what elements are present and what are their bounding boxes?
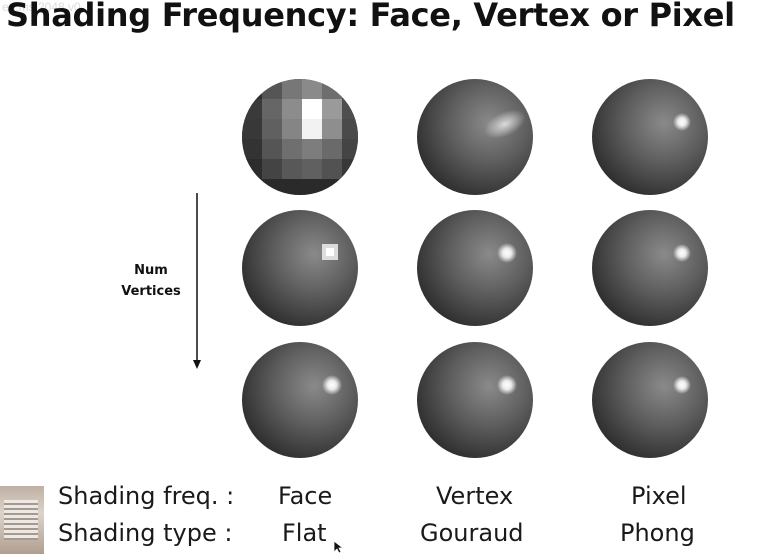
shading-type-title: Shading type : xyxy=(58,519,233,547)
type-phong: Phong xyxy=(620,519,695,547)
freq-vertex: Vertex xyxy=(436,482,514,510)
arrow-label: Num Vertices xyxy=(112,260,190,302)
sphere-gouraud-high xyxy=(417,342,533,458)
arrow-label-line2: Vertices xyxy=(121,284,181,299)
sphere-flat-low xyxy=(242,79,358,195)
sphere-gouraud-low xyxy=(417,79,533,195)
freq-pixel: Pixel xyxy=(631,482,687,510)
type-gouraud: Gouraud xyxy=(420,519,524,547)
mouse-cursor-icon xyxy=(333,540,343,554)
webcam-background xyxy=(4,500,38,540)
presenter-webcam-thumbnail xyxy=(0,486,44,554)
arrow-label-line1: Num xyxy=(134,263,168,278)
sphere-flat-mid xyxy=(242,210,358,326)
freq-face: Face xyxy=(278,482,333,510)
sphere-flat-high xyxy=(242,342,358,458)
shading-freq-title: Shading freq. : xyxy=(58,482,235,510)
slide-title: Shading Frequency: Face, Vertex or Pixel xyxy=(6,0,735,34)
type-flat: Flat xyxy=(282,519,327,547)
sphere-gouraud-mid xyxy=(417,210,533,326)
sphere-phong-low xyxy=(592,79,708,195)
down-arrow-icon xyxy=(193,193,201,369)
sphere-phong-mid xyxy=(592,210,708,326)
sphere-phong-high xyxy=(592,342,708,458)
watermark-text: en.ms.2048.v0 xyxy=(2,0,81,14)
